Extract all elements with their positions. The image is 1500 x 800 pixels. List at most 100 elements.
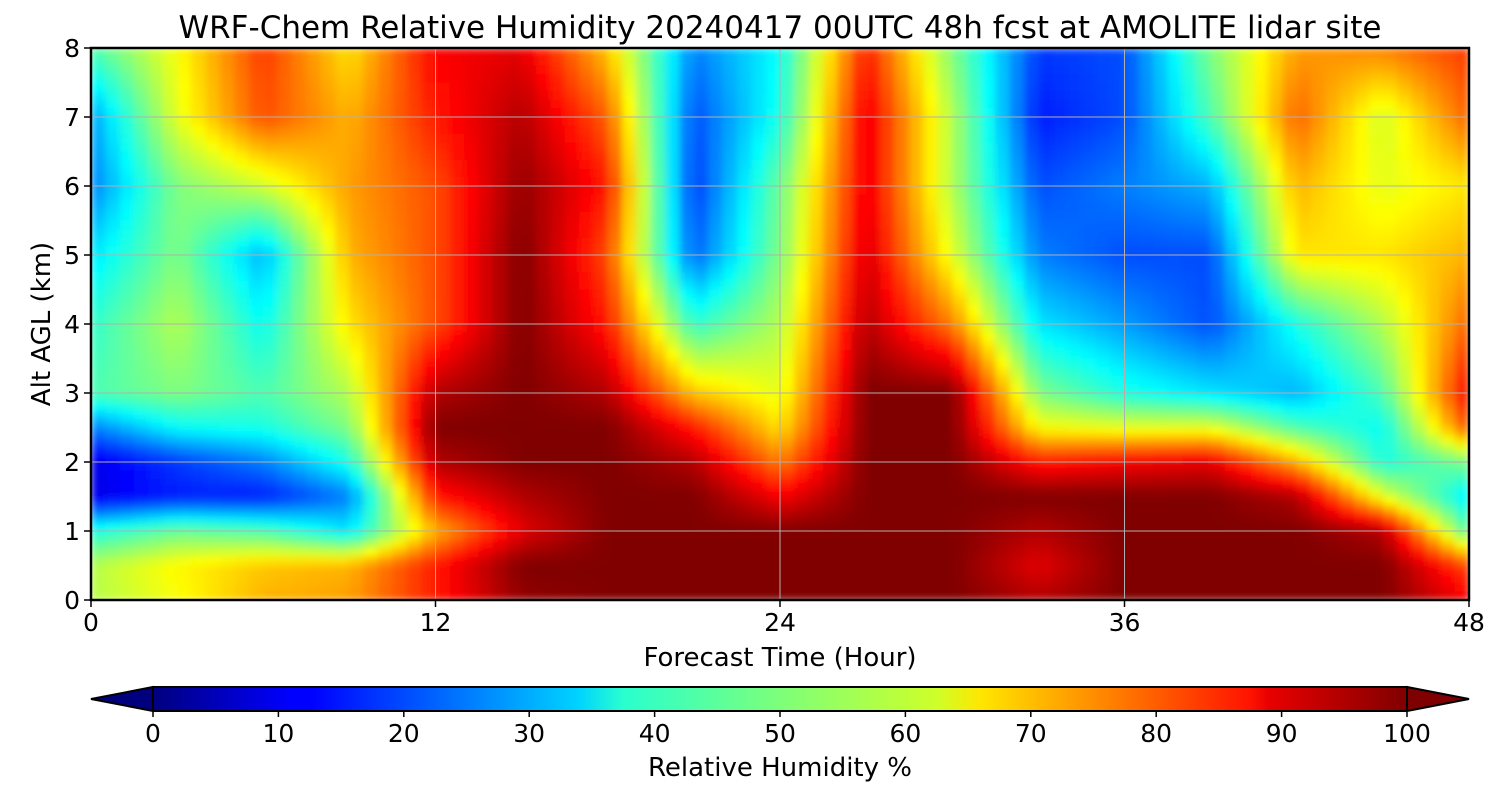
heatmap-cell: [1339, 375, 1355, 386]
heatmap-cell: [995, 151, 1011, 161]
heatmap-cell: [263, 375, 279, 386]
heatmap-cell: [335, 211, 351, 222]
heatmap-cell: [952, 427, 968, 437]
heatmap-cell: [421, 436, 437, 446]
heatmap-cell: [220, 99, 236, 110]
heatmap-cell: [995, 65, 1011, 75]
heatmap-cell: [894, 324, 910, 334]
heatmap-cell: [751, 108, 767, 118]
heatmap-cell: [478, 56, 494, 67]
heatmap-cell: [1239, 384, 1255, 394]
heatmap-cell: [220, 194, 236, 205]
heatmap-cell: [1296, 427, 1312, 437]
heatmap-cell: [1239, 177, 1255, 187]
heatmap-cell: [162, 229, 178, 239]
heatmap-cell: [937, 108, 954, 118]
heatmap-cell: [736, 65, 753, 75]
heatmap-cell: [291, 177, 308, 187]
heatmap-cell: [1081, 367, 1097, 377]
heatmap-cell: [464, 272, 480, 282]
heatmap-cell: [1067, 194, 1083, 205]
heatmap-cell: [1124, 194, 1140, 205]
heatmap-cell: [1382, 186, 1399, 196]
heatmap-cell: [478, 453, 494, 463]
heatmap-cell: [406, 82, 422, 92]
heatmap-cell: [277, 324, 293, 334]
heatmap-cell: [335, 229, 351, 239]
heatmap-cell: [693, 220, 710, 230]
heatmap-cell: [722, 453, 738, 463]
heatmap-cell: [980, 289, 997, 299]
heatmap-cell: [148, 117, 164, 127]
heatmap-cell: [1425, 186, 1442, 196]
heatmap-cell: [478, 160, 494, 170]
heatmap-cell: [679, 229, 695, 239]
heatmap-cell: [650, 151, 666, 161]
heatmap-cell: [966, 298, 982, 308]
heatmap-cell: [349, 186, 365, 196]
heatmap-cell: [134, 462, 150, 472]
heatmap-cell: [1224, 142, 1241, 153]
heatmap-cell: [823, 341, 839, 351]
heatmap-cell: [1224, 263, 1241, 274]
heatmap-cell: [665, 220, 681, 230]
heatmap-cell: [349, 358, 365, 368]
heatmap-cell: [679, 142, 695, 153]
heatmap-cell: [263, 82, 279, 92]
heatmap-cell: [1067, 203, 1083, 213]
heatmap-cell: [363, 462, 379, 472]
heatmap-cell: [449, 237, 465, 248]
heatmap-cell: [851, 91, 867, 101]
heatmap-cell: [1210, 358, 1226, 368]
heatmap-cell: [593, 444, 609, 455]
heatmap-cell: [894, 99, 910, 110]
heatmap-cell: [535, 125, 552, 136]
heatmap-cell: [1196, 108, 1212, 118]
heatmap-cell: [1210, 427, 1226, 437]
heatmap-cell: [349, 436, 365, 446]
heatmap-cell: [1095, 280, 1111, 291]
heatmap-cell: [191, 427, 207, 437]
heatmap-cell: [1167, 393, 1183, 403]
heatmap-cell: [177, 444, 193, 455]
heatmap-cell: [449, 358, 465, 368]
heatmap-cell: [1296, 401, 1312, 412]
heatmap-cell: [1009, 462, 1025, 472]
heatmap-cell: [980, 56, 997, 67]
heatmap-cell: [607, 418, 623, 429]
heatmap-cell: [421, 237, 437, 248]
heatmap-cell: [1024, 358, 1040, 368]
heatmap-cell: [1009, 272, 1025, 282]
heatmap-cell: [765, 125, 781, 136]
heatmap-cell: [1009, 151, 1025, 161]
heatmap-cell: [234, 306, 250, 317]
heatmap-cell: [937, 349, 954, 360]
heatmap-cell: [923, 393, 939, 403]
heatmap-cell: [263, 186, 279, 196]
heatmap-cell: [837, 479, 853, 489]
heatmap-cell: [191, 255, 207, 265]
heatmap-cell: [995, 272, 1011, 282]
heatmap-cell: [234, 410, 250, 420]
heatmap-cell: [148, 280, 164, 291]
heatmap-cell: [923, 237, 939, 248]
heatmap-cell: [1282, 427, 1298, 437]
heatmap-cell: [1167, 82, 1183, 92]
heatmap-cell: [263, 117, 279, 127]
heatmap-cell: [1397, 134, 1413, 144]
heatmap-cell: [1081, 272, 1097, 282]
heatmap-cell: [866, 462, 882, 472]
heatmap-cell: [1454, 375, 1469, 386]
heatmap-cell: [1138, 186, 1154, 196]
heatmap-cell: [794, 487, 810, 498]
heatmap-cell: [507, 108, 523, 118]
heatmap-cell: [866, 151, 882, 161]
heatmap-cell: [937, 99, 954, 110]
heatmap-cell: [1368, 99, 1384, 110]
heatmap-cell: [636, 229, 652, 239]
heatmap-cell: [564, 436, 580, 446]
heatmap-cell: [1339, 315, 1355, 325]
heatmap-cell: [952, 436, 968, 446]
heatmap-cell: [780, 99, 796, 110]
heatmap-cell: [1425, 280, 1442, 291]
